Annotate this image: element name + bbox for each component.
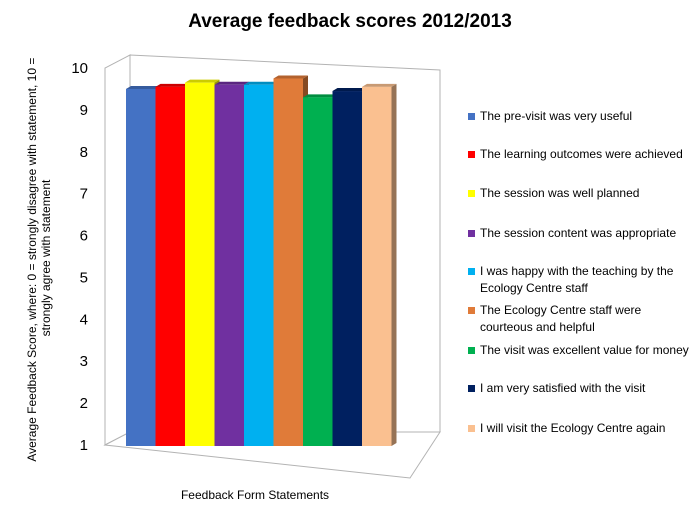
bar bbox=[214, 81, 249, 446]
y-tick-label: 4 bbox=[80, 311, 88, 328]
chart-title: Average feedback scores 2012/2013 bbox=[188, 11, 512, 32]
bar-front bbox=[303, 97, 333, 447]
legend-item: The session content was appropriate bbox=[468, 225, 696, 242]
y-tick-label: 10 bbox=[71, 60, 88, 77]
legend-label: I will visit the Ecology Centre again bbox=[480, 421, 666, 435]
legend-item: I will visit the Ecology Centre again bbox=[468, 420, 696, 437]
bar-top bbox=[362, 83, 397, 87]
bar-top bbox=[244, 81, 279, 85]
y-tick-label: 1 bbox=[80, 437, 88, 454]
bar-top bbox=[214, 81, 249, 85]
legend-label: I was happy with the teaching by the Eco… bbox=[480, 264, 674, 295]
bar bbox=[332, 88, 367, 447]
y-tick-label: 6 bbox=[80, 228, 88, 245]
bar-front bbox=[126, 88, 156, 446]
y-tick-label: 8 bbox=[80, 144, 88, 161]
bar-top bbox=[155, 83, 190, 87]
bar-top bbox=[332, 88, 367, 92]
legend-swatch bbox=[468, 347, 475, 354]
legend-label: The Ecology Centre staff were courteous … bbox=[480, 303, 642, 334]
bar-front bbox=[214, 84, 244, 446]
legend-item: I was happy with the teaching by the Eco… bbox=[468, 263, 696, 297]
legend-item: The learning outcomes were achieved bbox=[468, 146, 696, 163]
bar-top bbox=[185, 79, 220, 83]
legend-label: The session was well planned bbox=[480, 186, 640, 200]
y-axis-label-line-2: strongly agree with statement bbox=[39, 179, 53, 336]
legend-swatch bbox=[468, 385, 475, 392]
legend-item: The session was well planned bbox=[468, 185, 696, 202]
legend-swatch bbox=[468, 425, 475, 432]
legend-label: I am very satisfied with the visit bbox=[480, 381, 646, 395]
legend-swatch bbox=[468, 113, 475, 120]
bar-top bbox=[273, 75, 308, 79]
bar bbox=[362, 83, 397, 446]
bar bbox=[126, 85, 161, 446]
bar bbox=[185, 79, 220, 447]
bars bbox=[126, 75, 397, 447]
x-axis-label: Feedback Form Statements bbox=[181, 488, 329, 502]
legend-item: I am very satisfied with the visit bbox=[468, 380, 696, 397]
legend-swatch bbox=[468, 307, 475, 314]
legend-swatch bbox=[468, 151, 475, 158]
legend-swatch bbox=[468, 230, 475, 237]
bar-side bbox=[391, 83, 397, 446]
legend-label: The learning outcomes were achieved bbox=[480, 147, 683, 161]
y-tick-label: 2 bbox=[80, 395, 88, 412]
bar-front bbox=[155, 86, 185, 446]
y-axis-label-line-1: Average Feedback Score, where: 0 = stron… bbox=[25, 58, 39, 462]
legend-label: The session content was appropriate bbox=[480, 226, 677, 240]
bar-top bbox=[126, 85, 161, 89]
y-axis-label: Average Feedback Score, where: 0 = stron… bbox=[25, 54, 53, 461]
legend-item: The Ecology Centre staff were courteous … bbox=[468, 302, 696, 336]
bar-front bbox=[185, 82, 215, 447]
bar-front bbox=[362, 86, 392, 446]
bar bbox=[155, 83, 190, 446]
y-axis: 1 2 3 4 5 6 7 8 9 10 bbox=[71, 60, 88, 454]
legend-swatch bbox=[468, 268, 475, 275]
y-tick-label: 3 bbox=[80, 353, 88, 370]
legend-label: The pre-visit was very useful bbox=[480, 109, 633, 123]
bar-front bbox=[332, 91, 362, 447]
bar bbox=[244, 81, 279, 446]
y-tick-label: 7 bbox=[80, 186, 88, 203]
y-tick-label: 9 bbox=[80, 102, 88, 119]
bar-top bbox=[303, 94, 338, 98]
legend-item: The visit was excellent value for money bbox=[468, 342, 696, 359]
legend-swatch bbox=[468, 190, 475, 197]
y-tick-label: 5 bbox=[80, 269, 88, 286]
legend-item: The pre-visit was very useful bbox=[468, 108, 696, 125]
legend-label: The visit was excellent value for money bbox=[480, 343, 689, 357]
bar-front bbox=[273, 78, 303, 446]
bar-front bbox=[244, 84, 274, 446]
bar bbox=[303, 94, 338, 447]
bar bbox=[273, 75, 308, 446]
